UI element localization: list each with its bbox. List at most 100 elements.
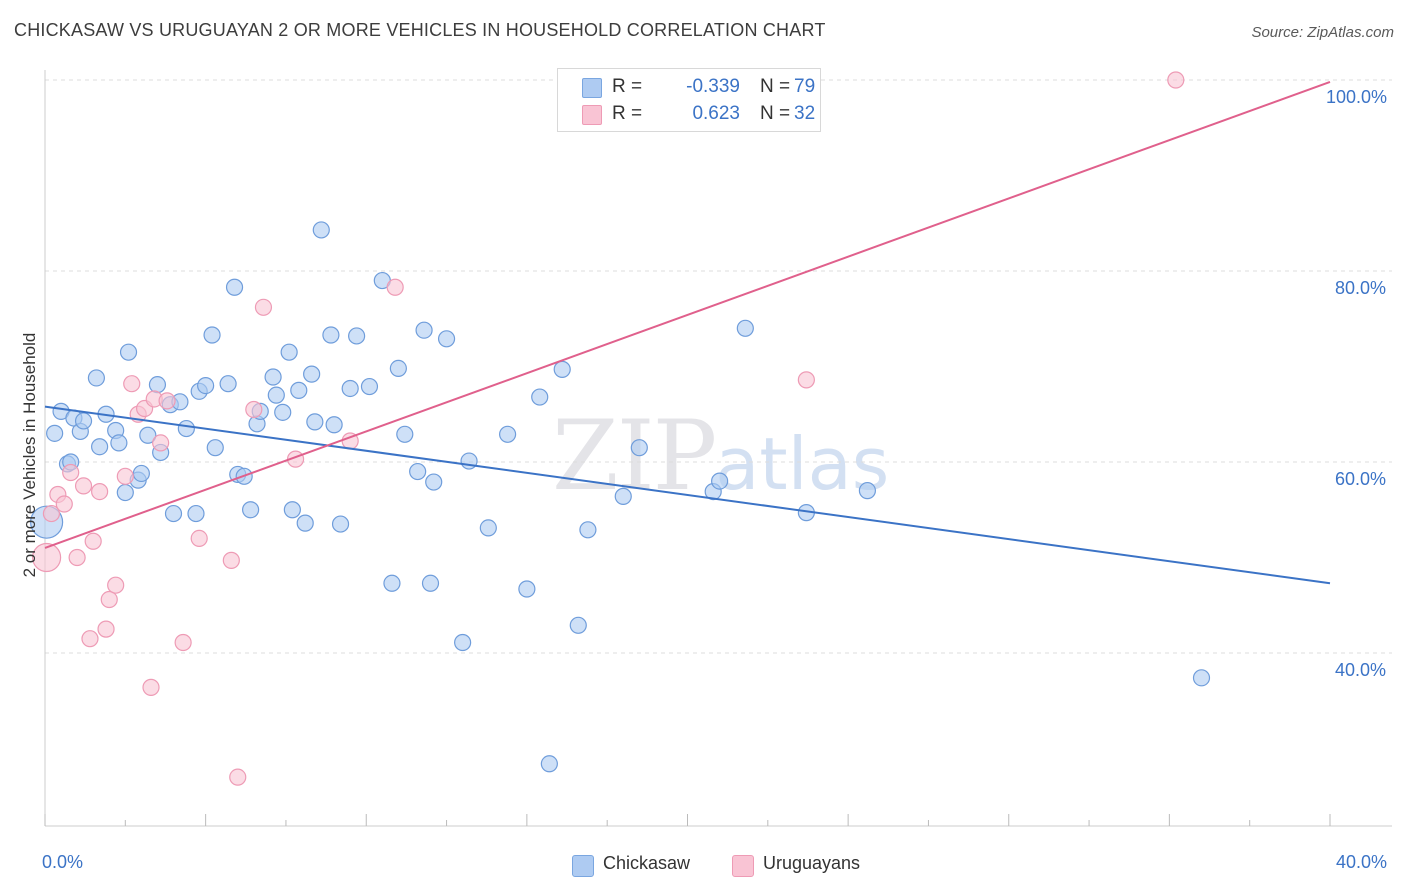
- point-uruguayans: [142, 678, 160, 696]
- point-uruguayans: [174, 633, 192, 652]
- trendline-chickasaw: [44, 405, 1331, 585]
- point-chickasaw: [225, 278, 244, 296]
- point-chickasaw: [303, 365, 321, 383]
- point-chickasaw: [341, 379, 359, 398]
- y-tick-80: 80.0%: [1335, 278, 1387, 298]
- point-chickasaw: [274, 403, 292, 421]
- point-chickasaw: [306, 413, 324, 431]
- point-chickasaw: [540, 755, 558, 773]
- point-chickasaw: [164, 504, 183, 523]
- y-axis-label: 2 or more Vehicles in Household: [20, 332, 39, 578]
- point-chickasaw: [116, 483, 134, 502]
- point-uruguayans: [62, 463, 80, 482]
- point-chickasaw: [264, 368, 282, 386]
- point-chickasaw: [348, 327, 366, 345]
- point-chickasaw: [119, 343, 138, 361]
- point-uruguayans: [107, 576, 125, 594]
- point-chickasaw: [425, 473, 443, 491]
- x-tick-min: 0.0%: [42, 852, 84, 872]
- point-chickasaw: [437, 330, 456, 348]
- point-uruguayans: [97, 620, 115, 638]
- point-chickasaw: [187, 504, 205, 523]
- point-chickasaw: [139, 426, 157, 444]
- point-chickasaw: [197, 377, 215, 395]
- chart-title: CHICKASAW VS URUGUAYAN 2 OR MORE VEHICLE…: [14, 20, 826, 40]
- point-chickasaw: [499, 425, 517, 443]
- point-chickasaw: [267, 386, 285, 404]
- point-uruguayans: [158, 392, 176, 410]
- point-chickasaw: [569, 616, 587, 634]
- point-chickasaw: [280, 343, 298, 361]
- point-uruguayans: [84, 532, 102, 550]
- point-chickasaw: [415, 321, 433, 339]
- y-tick-60: 60.0%: [1335, 469, 1387, 489]
- point-uruguayans: [190, 529, 208, 548]
- point-chickasaw: [290, 381, 308, 399]
- point-chickasaw: [614, 487, 632, 505]
- point-chickasaw: [858, 482, 877, 500]
- point-uruguayans: [55, 495, 73, 513]
- point-chickasaw: [518, 580, 536, 598]
- bottom-legend-label-uruguayans: Uruguayans: [763, 853, 861, 873]
- point-chickasaw: [331, 515, 350, 533]
- point-chickasaw: [396, 425, 414, 443]
- point-uruguayans: [222, 551, 240, 569]
- point-uruguayans: [68, 548, 86, 567]
- point-chickasaw: [1192, 669, 1211, 687]
- x-tick-max: 40.0%: [1336, 852, 1388, 872]
- point-chickasaw: [46, 424, 64, 442]
- point-uruguayans: [100, 590, 118, 609]
- point-uruguayans: [229, 768, 247, 786]
- point-chickasaw: [409, 462, 427, 481]
- point-chickasaw: [110, 434, 128, 452]
- point-chickasaw: [148, 376, 167, 394]
- point-chickasaw: [132, 464, 150, 483]
- legend-n-value-uruguayans: 32: [794, 103, 816, 124]
- point-chickasaw: [91, 438, 109, 456]
- point-chickasaw: [479, 519, 497, 537]
- point-chickasaw: [531, 388, 549, 406]
- point-uruguayans: [74, 477, 93, 495]
- watermark-zip: ZIP: [552, 400, 717, 512]
- point-uruguayans: [386, 278, 404, 296]
- y-tick-100: 100.0%: [1326, 87, 1388, 107]
- point-chickasaw: [87, 369, 106, 387]
- point-chickasaw: [454, 633, 472, 652]
- point-uruguayans: [42, 504, 61, 523]
- bottom-legend-swatch-uruguayans: [732, 855, 754, 877]
- point-uruguayans: [1167, 71, 1185, 89]
- bottom-legend-swatch-chickasaw: [572, 855, 594, 877]
- point-chickasaw: [322, 326, 340, 344]
- point-uruguayans: [91, 483, 109, 501]
- point-chickasaw: [312, 221, 330, 239]
- legend-n-label: N =: [760, 76, 791, 97]
- point-chickasaw: [360, 377, 379, 396]
- point-chickasaw: [736, 319, 754, 337]
- legend-r-label: R =: [612, 76, 643, 97]
- legend-n-label: N =: [760, 103, 791, 124]
- point-chickasaw: [421, 574, 440, 592]
- point-chickasaw: [383, 574, 401, 592]
- legend-r-label: R =: [612, 103, 643, 124]
- point-uruguayans: [245, 400, 263, 419]
- bottom-legend-label-chickasaw: Chickasaw: [603, 853, 691, 873]
- correlation-legend: R = -0.339 N = 79 R = 0.623 N = 32: [557, 68, 821, 132]
- point-chickasaw: [203, 326, 221, 344]
- point-uruguayans: [116, 467, 134, 485]
- trendline-uruguayans: [44, 80, 1331, 549]
- point-chickasaw: [283, 501, 301, 519]
- y-tick-40: 40.0%: [1335, 660, 1387, 680]
- point-uruguayans: [152, 434, 170, 452]
- point-uruguayans: [797, 371, 815, 389]
- point-chickasaw: [219, 375, 237, 393]
- point-chickasaw: [389, 359, 407, 378]
- point-uruguayans: [32, 542, 62, 573]
- point-chickasaw: [579, 521, 597, 539]
- point-chickasaw: [242, 501, 260, 519]
- point-chickasaw: [74, 412, 93, 430]
- zipatlas-watermark: ZIPatlas: [552, 400, 889, 512]
- point-chickasaw: [206, 439, 224, 457]
- point-chickasaw: [553, 360, 571, 378]
- point-chickasaw: [711, 472, 729, 490]
